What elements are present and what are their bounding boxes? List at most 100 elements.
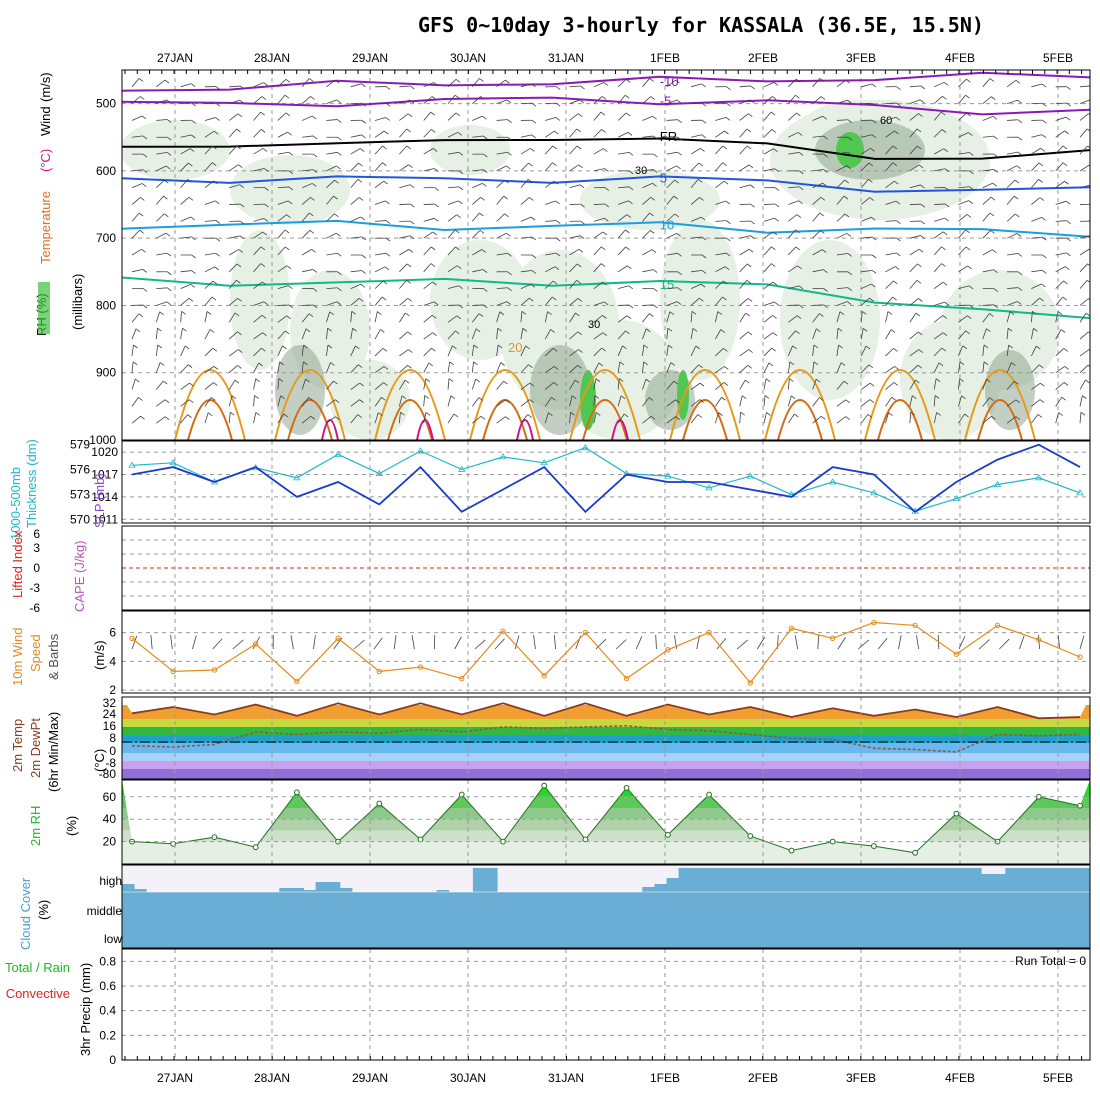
wind-barb-flag	[284, 94, 290, 99]
thickness-marker	[128, 461, 136, 468]
wind-barb	[545, 220, 557, 222]
wind-barb	[228, 365, 238, 374]
wind-barb	[958, 186, 970, 189]
wind-barb-flag	[425, 412, 431, 416]
wind-barb-flag	[1064, 180, 1069, 185]
wind-barb	[739, 379, 746, 390]
wind-barb-flag	[406, 279, 411, 284]
wind-barb	[472, 115, 483, 121]
wind-barb-flag	[1009, 311, 1015, 316]
wind-barb-flag	[576, 128, 581, 133]
wind-barb-flag	[213, 180, 218, 185]
wind-barb	[1079, 280, 1088, 289]
wind-barb-flag	[351, 310, 357, 315]
wind-barb	[812, 169, 824, 172]
wind-barb	[350, 162, 359, 172]
wind-barb	[1055, 396, 1063, 407]
y-tick-label: 32	[103, 696, 117, 710]
wind-barb	[277, 285, 289, 290]
y-tick-label-thickness: 570	[70, 513, 90, 527]
wind-barb-flag	[894, 266, 900, 270]
wind-barb	[326, 328, 329, 340]
wind-barb	[933, 96, 943, 104]
wind-barb-flag	[286, 265, 292, 269]
wind-barb-flag	[166, 99, 171, 104]
wind-barb	[916, 635, 920, 650]
wind-barb	[350, 179, 359, 188]
wind-barb-flag	[918, 248, 924, 253]
wind-barb	[982, 169, 994, 172]
wind-barb	[399, 113, 409, 121]
wind-barb	[204, 117, 216, 121]
wind-barb-flag	[1062, 296, 1068, 301]
wind-barb-flag	[837, 327, 843, 332]
wind-barb-flag	[383, 382, 388, 386]
wind-barb-flag	[260, 111, 265, 116]
wind-barb	[860, 328, 864, 340]
wind-barb	[253, 281, 263, 289]
wind-barb	[229, 99, 240, 105]
wind-barb-flag	[215, 117, 220, 121]
wind-barb-flag	[1008, 344, 1013, 349]
wind-barb-flag	[868, 162, 874, 167]
cloud-high-bar	[690, 868, 704, 892]
wind-barb	[982, 379, 987, 390]
wind-barb-flag	[455, 330, 460, 335]
wind-barb	[399, 263, 408, 273]
wind-barb	[933, 111, 942, 121]
wind-barb	[155, 311, 161, 323]
wind-barb-flag	[798, 200, 803, 205]
wind-barb-flag	[425, 378, 431, 383]
wind-barb	[399, 85, 411, 88]
wind-barb-flag	[430, 111, 436, 116]
wind-barb-flag	[774, 301, 779, 306]
wind-barb-flag	[260, 246, 266, 251]
wind-barb	[690, 311, 693, 323]
wind-barb-flag	[917, 364, 923, 369]
wind-barb	[635, 636, 643, 650]
wind-barb	[642, 115, 653, 121]
y-tick-label: 0	[109, 744, 116, 758]
wind-barb-flag	[653, 288, 658, 292]
wind-barb	[156, 151, 168, 155]
wind-barb-flag	[385, 86, 391, 90]
wind-barb	[496, 119, 508, 121]
wind-barb	[131, 344, 134, 356]
wind-barb	[423, 148, 434, 155]
wind-barb-flag	[893, 348, 898, 352]
wind-barb	[617, 132, 629, 138]
wind-barb-flag	[384, 266, 390, 271]
wind-barb	[690, 162, 699, 172]
date-label-top: 29JAN	[352, 51, 388, 65]
wind-barb	[544, 311, 548, 323]
wind-barb-flag	[288, 151, 293, 156]
wind-barb	[447, 200, 459, 205]
wind-barb-flag	[431, 96, 437, 100]
wind-barb	[739, 364, 749, 374]
wind-barb	[180, 328, 183, 340]
y-tick-label: -80	[99, 767, 117, 781]
wind-barb-flag	[576, 263, 582, 268]
wind-barb	[520, 148, 531, 155]
wind-barb	[496, 328, 499, 340]
wind-barb-flag	[475, 328, 481, 333]
wind-barb	[593, 231, 604, 239]
wind-barb	[909, 395, 913, 407]
wind-barb-flag	[986, 378, 991, 383]
wind-barb	[192, 635, 197, 650]
y-tick-label-slp: 1017	[91, 468, 118, 482]
cloud-high-bar	[848, 868, 861, 892]
wind-barb	[642, 397, 650, 407]
wind-barb-flag	[352, 327, 357, 332]
wind-barb	[1079, 331, 1089, 340]
isotherm-label: -5	[660, 93, 672, 108]
wind-barb-flag	[480, 96, 485, 100]
date-label-bottom: 1FEB	[650, 1071, 680, 1085]
wind-barb	[1079, 145, 1088, 155]
wind-barb	[1031, 147, 1041, 155]
wind-barb-flag	[380, 329, 385, 333]
wind-barb-flag	[750, 203, 755, 208]
wind-barb	[399, 99, 410, 105]
wind-barb-flag	[1066, 86, 1071, 90]
wind-barb	[350, 414, 358, 424]
